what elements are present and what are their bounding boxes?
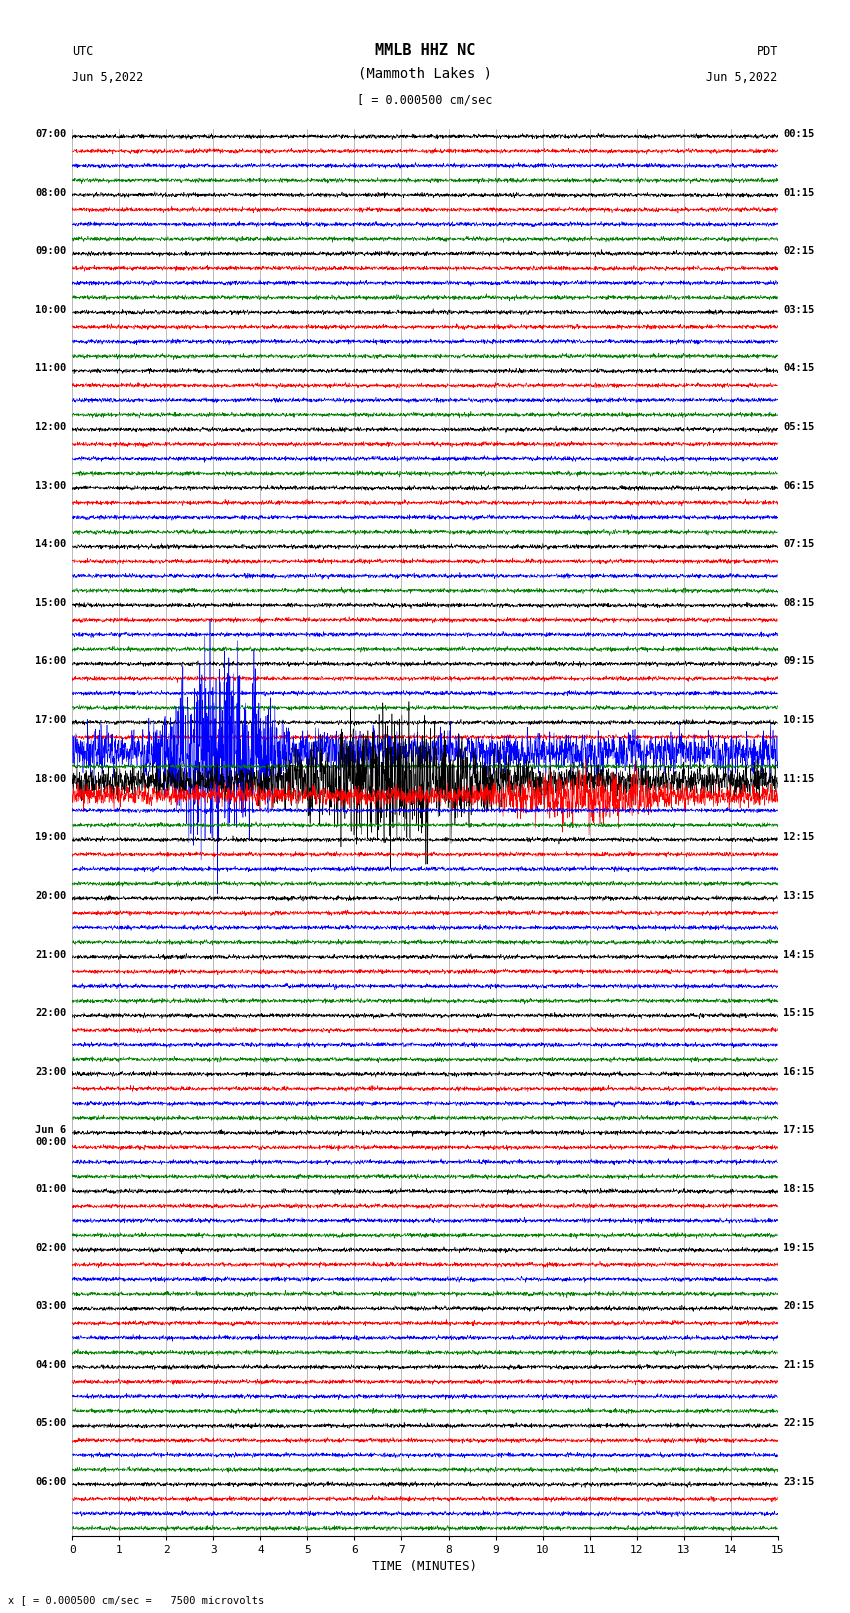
Text: 10:15: 10:15 bbox=[784, 715, 814, 726]
Text: 05:15: 05:15 bbox=[784, 423, 814, 432]
Text: 11:00: 11:00 bbox=[36, 363, 66, 374]
Text: 02:15: 02:15 bbox=[784, 247, 814, 256]
Text: 19:00: 19:00 bbox=[36, 832, 66, 842]
Text: 08:00: 08:00 bbox=[36, 187, 66, 198]
Text: 12:00: 12:00 bbox=[36, 423, 66, 432]
Text: 18:00: 18:00 bbox=[36, 774, 66, 784]
Text: Jun 5,2022: Jun 5,2022 bbox=[72, 71, 144, 84]
Text: 01:15: 01:15 bbox=[784, 187, 814, 198]
Text: 20:15: 20:15 bbox=[784, 1302, 814, 1311]
Text: 21:15: 21:15 bbox=[784, 1360, 814, 1369]
Text: 18:15: 18:15 bbox=[784, 1184, 814, 1194]
Text: 15:00: 15:00 bbox=[36, 598, 66, 608]
Text: 14:00: 14:00 bbox=[36, 539, 66, 550]
Text: PDT: PDT bbox=[756, 45, 778, 58]
Text: 09:00: 09:00 bbox=[36, 247, 66, 256]
Text: Jun 6
00:00: Jun 6 00:00 bbox=[36, 1126, 66, 1147]
Text: 04:00: 04:00 bbox=[36, 1360, 66, 1369]
Text: 20:00: 20:00 bbox=[36, 890, 66, 902]
Text: 23:00: 23:00 bbox=[36, 1066, 66, 1077]
Text: 13:15: 13:15 bbox=[784, 890, 814, 902]
Text: (Mammoth Lakes ): (Mammoth Lakes ) bbox=[358, 66, 492, 81]
X-axis label: TIME (MINUTES): TIME (MINUTES) bbox=[372, 1560, 478, 1573]
Text: 22:00: 22:00 bbox=[36, 1008, 66, 1018]
Text: 17:15: 17:15 bbox=[784, 1126, 814, 1136]
Text: 22:15: 22:15 bbox=[784, 1418, 814, 1429]
Text: 21:00: 21:00 bbox=[36, 950, 66, 960]
Text: 06:15: 06:15 bbox=[784, 481, 814, 490]
Text: UTC: UTC bbox=[72, 45, 94, 58]
Text: 12:15: 12:15 bbox=[784, 832, 814, 842]
Text: 23:15: 23:15 bbox=[784, 1478, 814, 1487]
Text: 08:15: 08:15 bbox=[784, 598, 814, 608]
Text: 02:00: 02:00 bbox=[36, 1242, 66, 1253]
Text: 17:00: 17:00 bbox=[36, 715, 66, 726]
Text: 14:15: 14:15 bbox=[784, 950, 814, 960]
Text: 15:15: 15:15 bbox=[784, 1008, 814, 1018]
Text: 07:15: 07:15 bbox=[784, 539, 814, 550]
Text: 13:00: 13:00 bbox=[36, 481, 66, 490]
Text: 09:15: 09:15 bbox=[784, 656, 814, 666]
Text: 01:00: 01:00 bbox=[36, 1184, 66, 1194]
Text: MMLB HHZ NC: MMLB HHZ NC bbox=[375, 44, 475, 58]
Text: Jun 5,2022: Jun 5,2022 bbox=[706, 71, 778, 84]
Text: 07:00: 07:00 bbox=[36, 129, 66, 139]
Text: 06:00: 06:00 bbox=[36, 1478, 66, 1487]
Text: [ = 0.000500 cm/sec: [ = 0.000500 cm/sec bbox=[357, 94, 493, 106]
Text: 16:00: 16:00 bbox=[36, 656, 66, 666]
Text: 04:15: 04:15 bbox=[784, 363, 814, 374]
Text: 00:15: 00:15 bbox=[784, 129, 814, 139]
Text: x [ = 0.000500 cm/sec =   7500 microvolts: x [ = 0.000500 cm/sec = 7500 microvolts bbox=[8, 1595, 264, 1605]
Text: 11:15: 11:15 bbox=[784, 774, 814, 784]
Text: 10:00: 10:00 bbox=[36, 305, 66, 315]
Text: 03:00: 03:00 bbox=[36, 1302, 66, 1311]
Text: 03:15: 03:15 bbox=[784, 305, 814, 315]
Text: 16:15: 16:15 bbox=[784, 1066, 814, 1077]
Text: 05:00: 05:00 bbox=[36, 1418, 66, 1429]
Text: 19:15: 19:15 bbox=[784, 1242, 814, 1253]
